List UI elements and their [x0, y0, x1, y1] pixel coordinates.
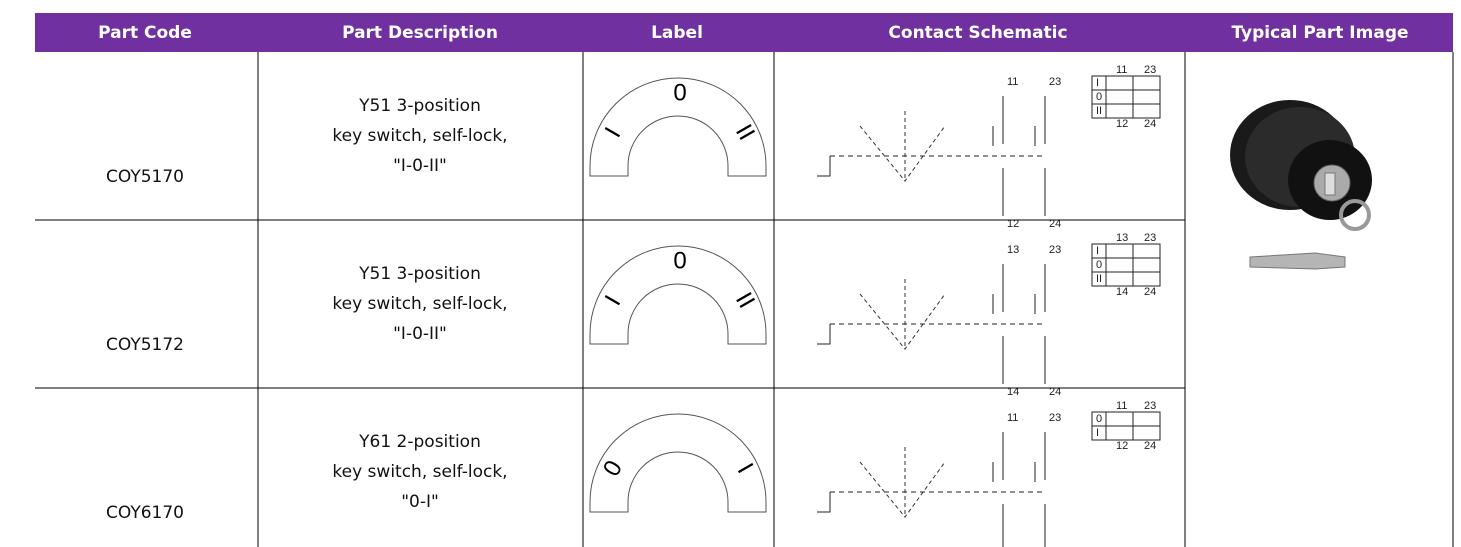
header-cell: Part Code	[98, 23, 192, 43]
header-cell: Part Description	[342, 23, 498, 43]
part-code: COY5170	[106, 167, 184, 187]
switch-positions	[859, 279, 946, 350]
table-row: COY5170 Y51 3-position key switch, self-lo…	[106, 64, 1161, 230]
position-label: I	[1096, 77, 1099, 89]
grid-terminal: 11	[1116, 64, 1127, 76]
grid-terminal: 23	[1144, 400, 1156, 412]
grid-terminal: 23	[1144, 64, 1156, 76]
grid-terminal: 23	[1144, 232, 1156, 244]
label-mark: 0	[673, 247, 686, 274]
terminal-number: 14	[1007, 386, 1019, 398]
table-row: COY5172 Y51 3-position key switch, self-lo…	[35, 219, 1185, 398]
position-label: II	[1096, 273, 1102, 285]
description-line: Y61 2-position	[358, 432, 481, 452]
grid-terminal: 13	[1116, 232, 1128, 244]
terminal-number: 23	[1049, 412, 1061, 424]
actuator-step	[817, 324, 831, 345]
table-row: COY6170 Y61 2-position key switch, self-lo…	[35, 387, 1185, 547]
header-cell: Typical Part Image	[1231, 23, 1408, 43]
part-image	[1230, 100, 1372, 270]
label-mark: II	[730, 120, 760, 145]
terminal-number: 11	[1007, 412, 1018, 424]
position-label: 0	[1096, 413, 1102, 425]
label-arch	[589, 77, 767, 177]
grid-terminal: 12	[1116, 118, 1128, 130]
position-label: 0	[1096, 91, 1102, 103]
grid-terminal: 11	[1116, 400, 1127, 412]
position-label: I	[1096, 427, 1099, 439]
terminal-number: 13	[1007, 244, 1019, 256]
terminal-number: 12	[1007, 218, 1019, 230]
label-mark: 0	[673, 79, 686, 106]
terminal-number: 23	[1049, 76, 1061, 88]
actuator-step	[817, 492, 831, 513]
terminal-number: 24	[1049, 386, 1061, 398]
grid-terminal: 24	[1144, 118, 1156, 130]
contact-grid	[1091, 75, 1161, 119]
description-line: Y51 3-position	[358, 264, 481, 284]
actuator-step	[817, 156, 831, 177]
position-label: I	[1096, 245, 1099, 257]
label-mark: I	[600, 291, 627, 310]
description-line: key switch, self-lock,	[332, 294, 507, 314]
terminal-number: 23	[1049, 244, 1061, 256]
position-label: II	[1096, 105, 1102, 117]
label-arch	[589, 413, 767, 513]
header-row: Part Code Part Description Label Contact Sc…	[98, 23, 1408, 43]
label-mark: II	[730, 288, 760, 313]
description-line: Y51 3-position	[358, 96, 481, 116]
header-cell: Contact Schematic	[888, 23, 1067, 43]
header-bar	[35, 13, 1453, 52]
table-body: COY5170 Y51 3-position key switch, self-lo…	[35, 52, 1454, 547]
part-code: COY5172	[106, 335, 184, 355]
label-mark: 0	[598, 456, 628, 481]
label-mark: I	[600, 123, 627, 142]
part-code: COY6170	[106, 503, 184, 523]
description-line: key switch, self-lock,	[332, 126, 507, 146]
grid-terminal: 24	[1144, 286, 1156, 298]
terminal-number: 11	[1007, 76, 1018, 88]
grid-terminal: 24	[1144, 440, 1156, 452]
switch-positions	[859, 447, 946, 518]
position-label: 0	[1096, 259, 1102, 271]
description-line: "0-I"	[401, 492, 439, 512]
grid-terminal: 14	[1116, 286, 1128, 298]
header-cell: Label	[651, 23, 703, 43]
switch-positions	[859, 111, 946, 182]
terminal-number: 24	[1049, 218, 1061, 230]
contact-grid	[1091, 243, 1161, 287]
label-mark: I	[732, 459, 759, 478]
grid-terminal: 12	[1116, 440, 1128, 452]
label-arch	[589, 245, 767, 345]
description-line: key switch, self-lock,	[332, 462, 507, 482]
description-line: "I-0-II"	[393, 156, 447, 176]
description-line: "I-0-II"	[393, 324, 447, 344]
